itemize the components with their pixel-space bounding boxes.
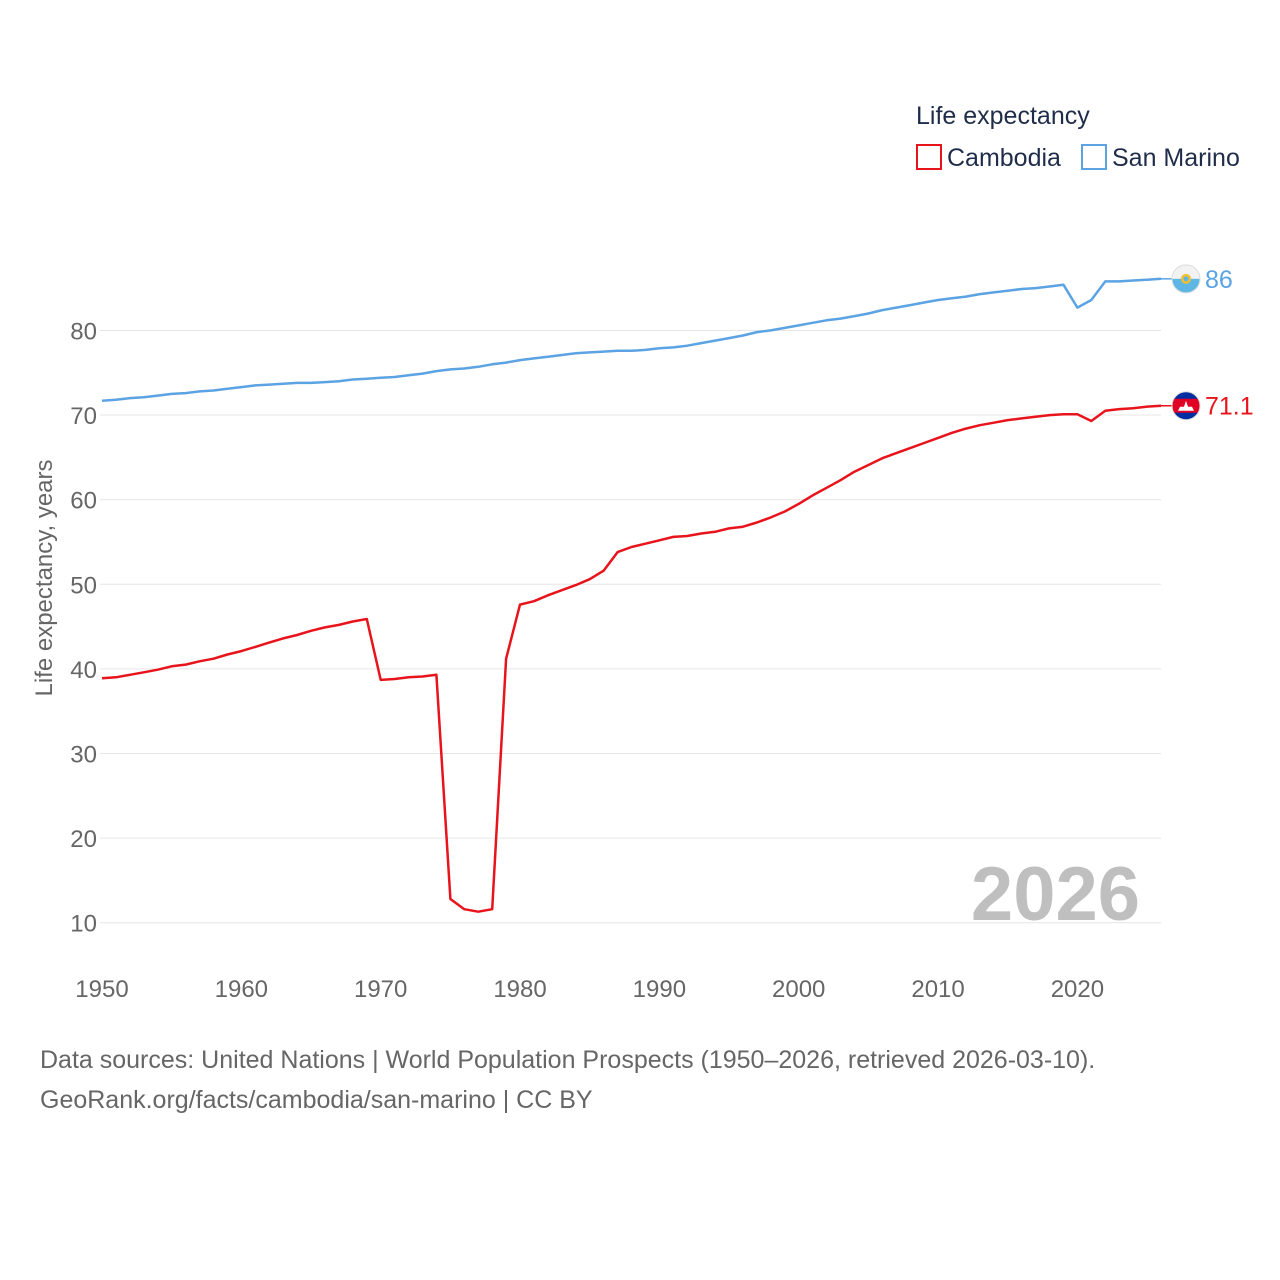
y-tick-label: 40 (70, 657, 97, 684)
end-value-label-san-marino: 86 (1205, 266, 1233, 294)
legend: Life expectancy Cambodia San Marino (916, 102, 1240, 172)
x-axis-ticks: 1950 1960 1970 1980 1990 2000 2010 2020 (75, 976, 1104, 1003)
x-tick-label: 1960 (215, 976, 268, 1003)
legend-label-cambodia[interactable]: Cambodia (947, 144, 1061, 172)
y-tick-label: 20 (70, 826, 97, 853)
series-lines (101, 277, 1162, 913)
y-tick-label: 10 (70, 911, 97, 938)
source-note: Data sources: United Nations | World Pop… (40, 1040, 1240, 1120)
san-marino-flag-icon (1171, 264, 1201, 294)
x-tick-label: 2010 (911, 976, 964, 1003)
y-tick-label: 30 (70, 741, 97, 768)
y-tick-label: 80 (70, 318, 97, 345)
x-tick-label: 1980 (493, 976, 546, 1003)
y-axis-label: Life expectancy, years (31, 459, 58, 696)
y-axis-ticks: 10 20 30 40 50 60 70 80 (70, 318, 97, 937)
x-tick-label: 2000 (772, 976, 825, 1003)
legend-title: Life expectancy (916, 102, 1090, 130)
y-tick-label: 60 (70, 488, 97, 515)
x-tick-label: 1970 (354, 976, 407, 1003)
x-tick-label: 1990 (633, 976, 686, 1003)
life-expectancy-chart: 10 20 30 40 50 60 70 80 1950 1960 1970 1980 1990 200… (31, 102, 1254, 1003)
cambodia-flag-icon (1171, 391, 1201, 421)
series-end-markers: 71.1 86 (1161, 264, 1254, 421)
gridlines (100, 329, 1161, 924)
legend-label-san-marino[interactable]: San Marino (1112, 144, 1240, 172)
x-tick-label: 2020 (1051, 976, 1104, 1003)
end-value-label-cambodia: 71.1 (1205, 393, 1254, 421)
data-source-line: Data sources: United Nations | World Pop… (40, 1046, 1096, 1074)
credit-line[interactable]: GeoRank.org/facts/cambodia/san-marino | … (40, 1086, 593, 1114)
current-year-watermark: 2026 (971, 852, 1140, 937)
series-line-san-marino[interactable] (101, 277, 1162, 402)
series-line-cambodia[interactable] (101, 404, 1162, 913)
y-tick-label: 70 (70, 403, 97, 430)
legend-swatch-san-marino[interactable] (1081, 144, 1107, 170)
legend-swatch-cambodia[interactable] (916, 144, 942, 170)
y-tick-label: 50 (70, 572, 97, 599)
x-tick-label: 1950 (75, 976, 128, 1003)
